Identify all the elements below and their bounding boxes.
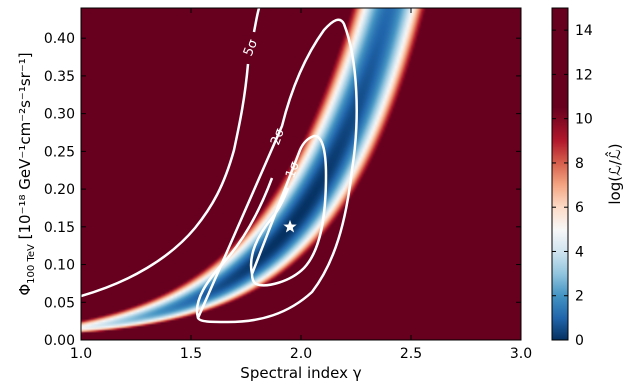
x-axis-label: Spectral index γ [240, 364, 362, 382]
contour-label-1sigma: 1σ [283, 160, 303, 181]
y-tick-label: 0.15 [44, 220, 75, 236]
y-axis-label-rest: [10⁻¹⁸ GeV⁻¹cm⁻²s⁻¹sr⁻¹] [16, 52, 34, 244]
y-axis-label-main: Φ [16, 284, 34, 296]
y-tick-label: 0.30 [44, 107, 75, 123]
y-tick-label: 0.20 [44, 182, 75, 198]
colorbar [552, 8, 568, 340]
likelihood-heatmap [81, 8, 521, 340]
x-tick-label: 2.0 [290, 346, 312, 362]
colorbar-tick-label: 4 [575, 244, 584, 260]
colorbar-tick-label: 12 [575, 67, 593, 83]
best-fit-star [283, 219, 297, 233]
contour-5sigma [81, 8, 261, 298]
colorbar-tick-label: 6 [575, 200, 584, 216]
y-tick-label: 0.25 [44, 144, 75, 160]
colorbar-tick-label: 10 [575, 112, 593, 128]
y-tick-label: 0.35 [44, 69, 75, 85]
y-axis-label-sub: 100 TeV [26, 244, 37, 284]
contour-label-2sigma: 2σ [268, 127, 288, 148]
contour-2sigma [195, 18, 358, 324]
colorbar-tick-label: 2 [575, 289, 584, 305]
contour-1sigma [249, 134, 328, 287]
x-tick-label: 1.0 [70, 346, 92, 362]
y-axis-ticks: 0.00 0.05 0.10 0.15 0.20 0.25 0.30 0.35 0.40 [44, 31, 521, 349]
y-axis-label: Φ100 TeV [10⁻¹⁸ GeV⁻¹cm⁻²s⁻¹sr⁻¹] [16, 52, 37, 295]
y-tick-label: 0.40 [44, 31, 75, 47]
colorbar-tick-label: 8 [575, 156, 584, 172]
contour-group [81, 8, 358, 324]
x-tick-label: 3.0 [510, 346, 532, 362]
colorbar-frame [551, 7, 569, 341]
y-tick-label: 0.00 [44, 333, 75, 349]
x-tick-label: 2.5 [400, 346, 422, 362]
colorbar-tick-label: 14 [575, 23, 593, 39]
y-tick-label: 0.10 [44, 258, 75, 274]
y-tick-label: 0.05 [44, 295, 75, 311]
colorbar-label: log(ℒ/ℒ̂) [604, 143, 624, 204]
colorbar-tick-label: 0 [575, 333, 584, 349]
x-tick-label: 1.5 [180, 346, 202, 362]
colorbar-ticks: 0 2 4 6 8 10 12 14 [552, 23, 593, 349]
x-axis-ticks: 1.0 1.5 2.0 2.5 3.0 [70, 8, 532, 362]
contour-label-5sigma: 5σ [241, 38, 261, 59]
